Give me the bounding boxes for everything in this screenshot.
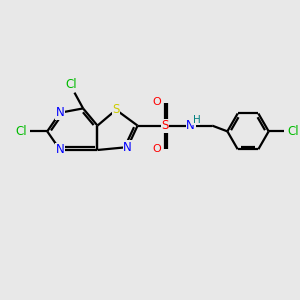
- Text: N: N: [56, 106, 64, 119]
- Text: N: N: [186, 119, 195, 132]
- Text: N: N: [56, 143, 64, 157]
- Text: Cl: Cl: [16, 125, 27, 138]
- Text: Cl: Cl: [287, 125, 298, 138]
- Text: O: O: [152, 97, 161, 107]
- Text: N: N: [123, 141, 132, 154]
- Text: Cl: Cl: [65, 77, 77, 91]
- Text: H: H: [193, 115, 200, 125]
- Text: S: S: [161, 119, 169, 132]
- Text: S: S: [112, 103, 120, 116]
- Text: O: O: [152, 144, 161, 154]
